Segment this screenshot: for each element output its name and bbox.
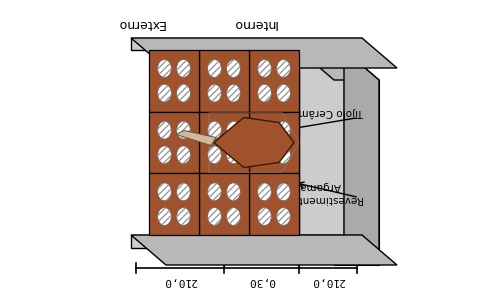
Polygon shape [249, 173, 299, 235]
Ellipse shape [277, 84, 290, 102]
Ellipse shape [227, 59, 241, 77]
Ellipse shape [177, 146, 190, 164]
Ellipse shape [158, 121, 171, 139]
Ellipse shape [158, 146, 171, 164]
Polygon shape [131, 235, 397, 265]
Ellipse shape [257, 84, 272, 102]
Polygon shape [199, 112, 249, 173]
Ellipse shape [227, 183, 241, 201]
Ellipse shape [177, 183, 190, 201]
Polygon shape [149, 173, 199, 235]
Text: 210,0: 210,0 [163, 276, 197, 286]
Ellipse shape [177, 121, 190, 139]
Polygon shape [149, 112, 199, 173]
Polygon shape [199, 50, 249, 112]
Ellipse shape [158, 84, 171, 102]
Polygon shape [299, 50, 379, 80]
Text: Tijolo Cerâmico 8 furos: Tijolo Cerâmico 8 furos [244, 107, 364, 118]
Ellipse shape [277, 121, 290, 139]
Polygon shape [344, 50, 379, 265]
Ellipse shape [227, 121, 241, 139]
Polygon shape [249, 112, 299, 173]
Polygon shape [249, 50, 299, 112]
Polygon shape [131, 38, 397, 68]
Polygon shape [176, 131, 216, 146]
Polygon shape [131, 235, 362, 248]
Polygon shape [131, 38, 362, 50]
Text: 0,30: 0,30 [248, 276, 275, 286]
Ellipse shape [208, 146, 221, 164]
Ellipse shape [177, 59, 190, 77]
Ellipse shape [257, 59, 272, 77]
Ellipse shape [208, 121, 221, 139]
Ellipse shape [277, 146, 290, 164]
Polygon shape [199, 173, 249, 235]
Text: Externo: Externo [117, 17, 165, 30]
Ellipse shape [227, 146, 241, 164]
Ellipse shape [158, 207, 171, 225]
Ellipse shape [257, 183, 272, 201]
Ellipse shape [227, 84, 241, 102]
Ellipse shape [257, 146, 272, 164]
Ellipse shape [257, 121, 272, 139]
Ellipse shape [177, 84, 190, 102]
Ellipse shape [158, 183, 171, 201]
Polygon shape [334, 80, 379, 265]
Ellipse shape [277, 183, 290, 201]
Ellipse shape [177, 207, 190, 225]
Ellipse shape [208, 183, 221, 201]
Text: Interno: Interno [232, 17, 276, 30]
Ellipse shape [208, 84, 221, 102]
Text: 210,0: 210,0 [311, 276, 345, 286]
Ellipse shape [158, 59, 171, 77]
Ellipse shape [277, 207, 290, 225]
Ellipse shape [227, 207, 241, 225]
Polygon shape [149, 50, 199, 112]
Polygon shape [299, 50, 344, 235]
Ellipse shape [208, 207, 221, 225]
Ellipse shape [257, 207, 272, 225]
Ellipse shape [208, 59, 221, 77]
Text: Revestimento em
Argamassa A: Revestimento em Argamassa A [272, 181, 364, 204]
Polygon shape [214, 118, 294, 168]
Ellipse shape [277, 59, 290, 77]
